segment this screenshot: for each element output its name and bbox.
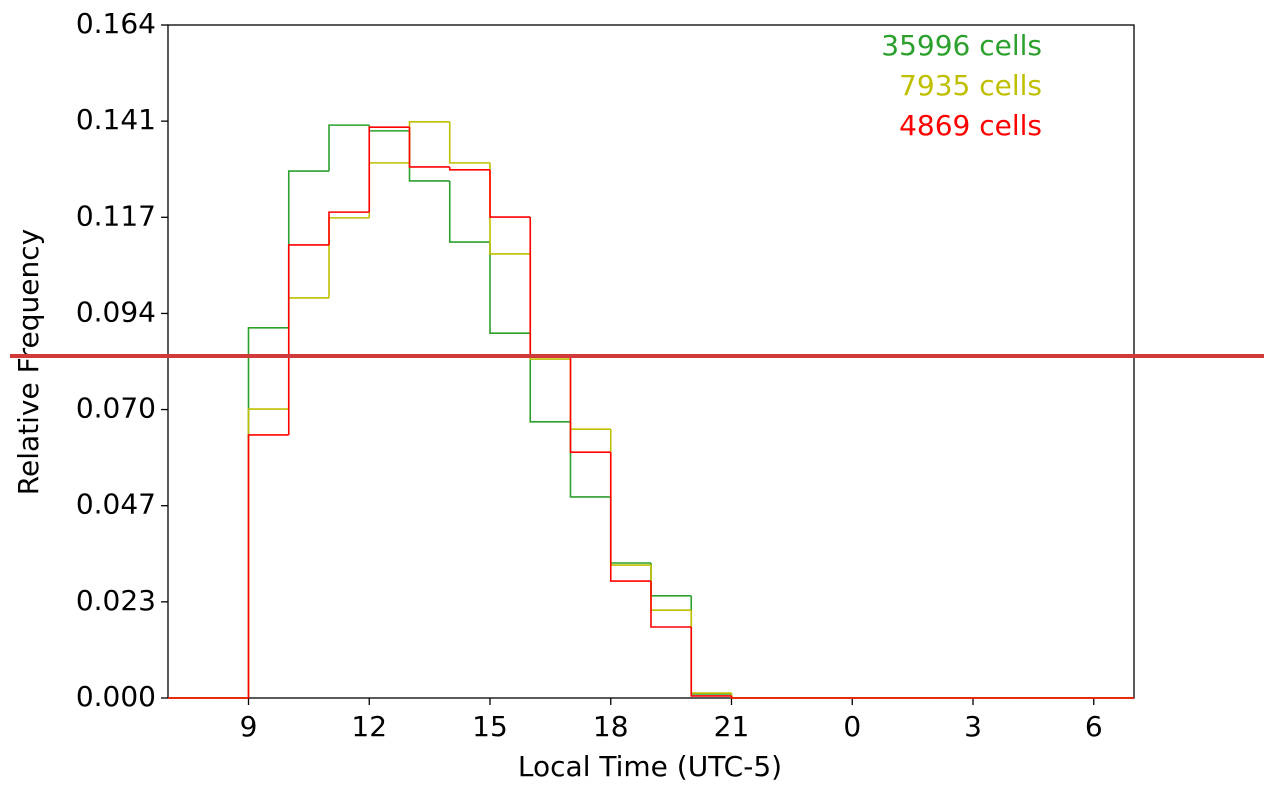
histogram-step [368, 126, 410, 213]
histogram-step [328, 211, 370, 245]
histogram-step [529, 253, 571, 360]
x-tick-label: 3 [964, 710, 982, 743]
histogram-step [489, 162, 531, 255]
histogram-step [287, 297, 329, 410]
x-axis-label: Local Time (UTC-5) [518, 750, 782, 783]
histogram-step [529, 217, 571, 356]
histogram-step [650, 565, 692, 611]
histogram-step [368, 125, 410, 132]
histogram-step [569, 421, 611, 498]
y-tick-label: 0.070 [76, 392, 156, 425]
x-tick-label: 21 [714, 710, 750, 743]
histogram-step [650, 581, 692, 628]
x-tick-label: 6 [1085, 710, 1103, 743]
x-tick-label: 18 [593, 710, 629, 743]
histogram-step [650, 562, 692, 597]
x-tick-label: 0 [843, 710, 861, 743]
histogram-step [448, 166, 490, 171]
x-tick-label: 12 [351, 710, 387, 743]
histogram-step [730, 695, 772, 699]
y-tick-label: 0.000 [76, 680, 156, 713]
legend-entry: 7935 cells [899, 69, 1042, 102]
histogram-step [448, 180, 490, 243]
histogram-step [569, 359, 611, 431]
y-axis-label: Relative Frequency [12, 229, 45, 495]
x-tick-label: 9 [240, 710, 258, 743]
y-tick-label: 0.141 [76, 103, 156, 136]
histogram-step [569, 354, 611, 453]
y-tick-label: 0.094 [76, 295, 156, 328]
plot-marks: 0.000 0.023 0.047 0.070 0.094 0.117 0.141 0.164… [76, 7, 1134, 743]
histogram-step [529, 333, 571, 423]
histogram-step [690, 595, 732, 695]
histogram-step [287, 170, 329, 328]
histogram-step [247, 434, 289, 698]
y-tick-label: 0.117 [76, 199, 156, 232]
y-tick-label: 0.164 [76, 7, 156, 40]
plot-frame [167, 24, 1135, 699]
histogram-step [489, 169, 531, 218]
histogram-step [408, 121, 450, 163]
histogram-step [489, 242, 531, 334]
histogram-step [690, 627, 732, 697]
y-tick-label: 0.047 [76, 488, 156, 521]
histogram-step [690, 610, 732, 694]
histogram-step [287, 244, 329, 435]
histogram-step [448, 121, 490, 164]
histogram-step [368, 162, 410, 218]
x-tick-label: 15 [472, 710, 508, 743]
histogram-step [247, 327, 289, 698]
histogram-step [609, 452, 651, 582]
histogram-step [408, 127, 450, 168]
histogram-step [328, 217, 370, 298]
histogram-step [408, 130, 450, 182]
histogram-step [609, 429, 651, 566]
legend-entry: 35996 cells [881, 29, 1042, 62]
legend-entry: 4869 cells [899, 109, 1042, 142]
y-tick-label: 0.023 [76, 584, 156, 617]
histogram-step [609, 496, 651, 564]
histogram-step [247, 408, 289, 698]
histogram-step [328, 124, 370, 172]
